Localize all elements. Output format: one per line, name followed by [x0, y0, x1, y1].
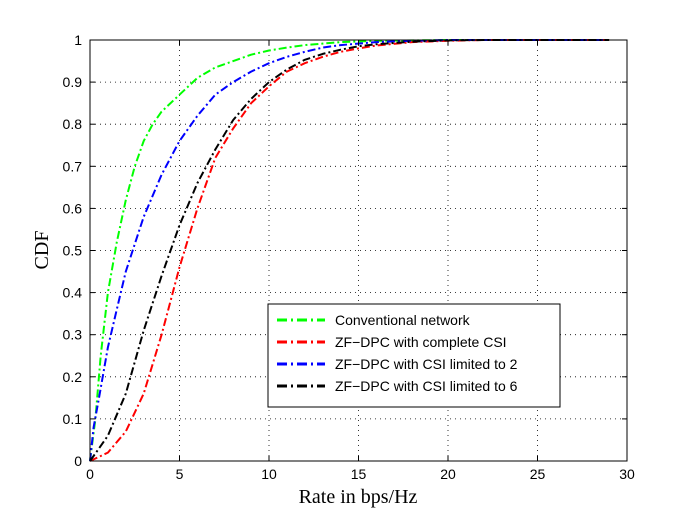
- y-tick-label: 1: [74, 32, 82, 48]
- y-axis-title: CDF: [31, 231, 53, 270]
- y-tick-label: 0.8: [63, 116, 83, 132]
- legend-label-csi-limited-6: ZF−DPC with CSI limited to 6: [335, 378, 518, 394]
- series-line-conventional: [89, 39, 610, 462]
- legend-box: [267, 303, 561, 408]
- series-lines: [89, 39, 610, 462]
- series-line-complete-csi: [89, 39, 610, 462]
- y-tick-label: 0.6: [63, 200, 83, 216]
- x-tick-label: 0: [86, 466, 94, 482]
- y-tick-label: 0.2: [63, 369, 83, 385]
- legend-label-csi-limited-2: ZF−DPC with CSI limited to 2: [335, 356, 518, 372]
- x-tick-label: 30: [619, 466, 635, 482]
- x-tick-label: 15: [351, 466, 367, 482]
- tick-marks: [89, 39, 628, 462]
- y-tick-label: 0.9: [63, 74, 83, 90]
- y-tick-label: 0.1: [63, 411, 83, 427]
- y-tick-label: 0: [74, 453, 82, 469]
- legend-label-complete-csi: ZF−DPC with complete CSI: [335, 334, 507, 350]
- x-tick-labels: 0 5 10 15 20 25 30: [86, 466, 635, 482]
- x-tick-label: 25: [530, 466, 546, 482]
- y-tick-label: 0.4: [63, 285, 83, 301]
- y-tick-labels: 0 0.1 0.2 0.3 0.4 0.5 0.6 0.7 0.8 0.9 1: [63, 32, 83, 469]
- x-tick-label: 20: [440, 466, 456, 482]
- x-axis-title: Rate in bps/Hz: [299, 486, 418, 508]
- legend-label-conventional: Conventional network: [335, 312, 471, 328]
- y-tick-label: 0.3: [63, 327, 83, 343]
- series-line-csi-limited-6: [89, 39, 610, 462]
- series-line-csi-limited-2: [89, 39, 610, 462]
- legend: Conventional network ZF−DPC with complet…: [267, 303, 561, 408]
- y-tick-label: 0.7: [63, 158, 83, 174]
- x-tick-label: 5: [176, 466, 184, 482]
- y-tick-label: 0.5: [63, 243, 83, 259]
- x-tick-label: 10: [261, 466, 277, 482]
